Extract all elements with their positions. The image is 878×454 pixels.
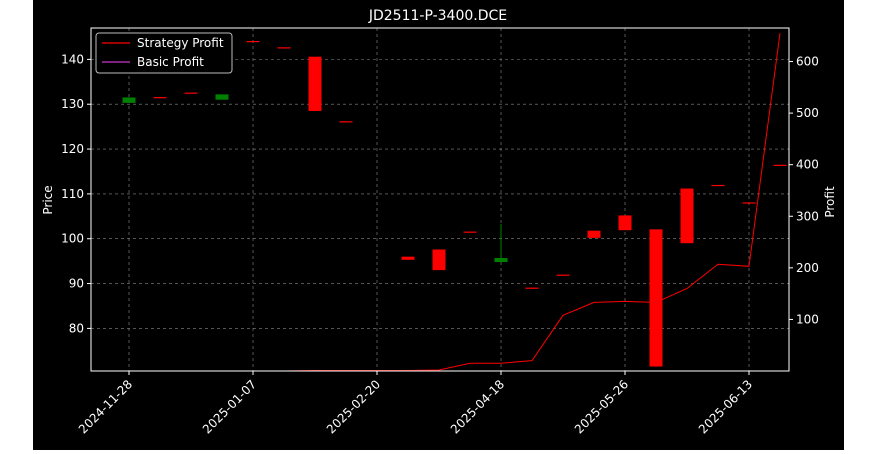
left-tick-label: 120 (61, 142, 84, 156)
candle-body (432, 249, 446, 271)
candle-body (742, 202, 756, 204)
left-tick-label: 110 (61, 187, 84, 201)
right-tick-label: 100 (796, 312, 819, 326)
candle-body (246, 41, 260, 43)
candle-body (122, 97, 136, 103)
right-tick-label: 200 (796, 261, 819, 275)
x-tick-label: 2025-01-07 (200, 377, 259, 436)
chart-title: JD2511-P-3400.DCE (368, 8, 507, 24)
candle-body (308, 56, 322, 111)
legend: Strategy Profit Basic Profit (95, 32, 233, 74)
candle-body (401, 256, 415, 260)
left-tick-label: 130 (61, 97, 84, 111)
right-tick-label: 300 (796, 209, 819, 223)
candles (122, 41, 787, 367)
candle-body (215, 94, 229, 100)
left-tick-label: 90 (69, 277, 84, 291)
candle-body (339, 121, 353, 123)
left-tick-label: 80 (69, 321, 84, 335)
x-tick-label: 2024-11-28 (76, 377, 135, 436)
x-tick-label: 2025-06-13 (696, 377, 755, 436)
candle-body (153, 97, 167, 99)
candle-body (711, 184, 725, 187)
candle-body (649, 229, 663, 367)
candle-body (494, 258, 508, 263)
x-tick-label: 2025-05-26 (572, 377, 631, 436)
left-tick-label: 140 (61, 52, 84, 66)
candle-body (277, 47, 291, 49)
right-tick-label: 400 (796, 158, 819, 172)
left-axis: 80 90 100 110 120 130 140 (61, 52, 91, 335)
candle-body (773, 164, 787, 166)
right-tick-label: 500 (796, 106, 819, 120)
candle-body (680, 188, 694, 244)
right-tick-label: 600 (796, 55, 819, 69)
candle-body (184, 92, 198, 94)
chart-figure: JD2511-P-3400.DCE 80 90 100 110 120 130 140 10… (33, 0, 844, 450)
legend-label-basic: Basic Profit (137, 55, 204, 69)
candle-body (618, 215, 632, 231)
legend-label-strategy: Strategy Profit (137, 36, 224, 50)
left-tick-label: 100 (61, 232, 84, 246)
candle-body (525, 287, 539, 289)
x-tick-label: 2025-02-20 (324, 377, 383, 436)
candle-body (463, 231, 477, 233)
x-tick-label: 2025-04-18 (448, 377, 507, 436)
y-axis-label-right: Profit (823, 186, 837, 218)
plot-frame (90, 27, 790, 372)
x-axis: 2024-11-28 2025-01-07 2025-02-20 2025-04-18… (76, 371, 755, 436)
right-axis: 100 200 300 400 500 600 (789, 55, 819, 326)
y-axis-label-left: Price (41, 185, 55, 214)
candle-body (587, 230, 601, 238)
candle-body (556, 274, 570, 276)
chart-canvas: JD2511-P-3400.DCE 80 90 100 110 120 130 140 10… (41, 8, 837, 436)
